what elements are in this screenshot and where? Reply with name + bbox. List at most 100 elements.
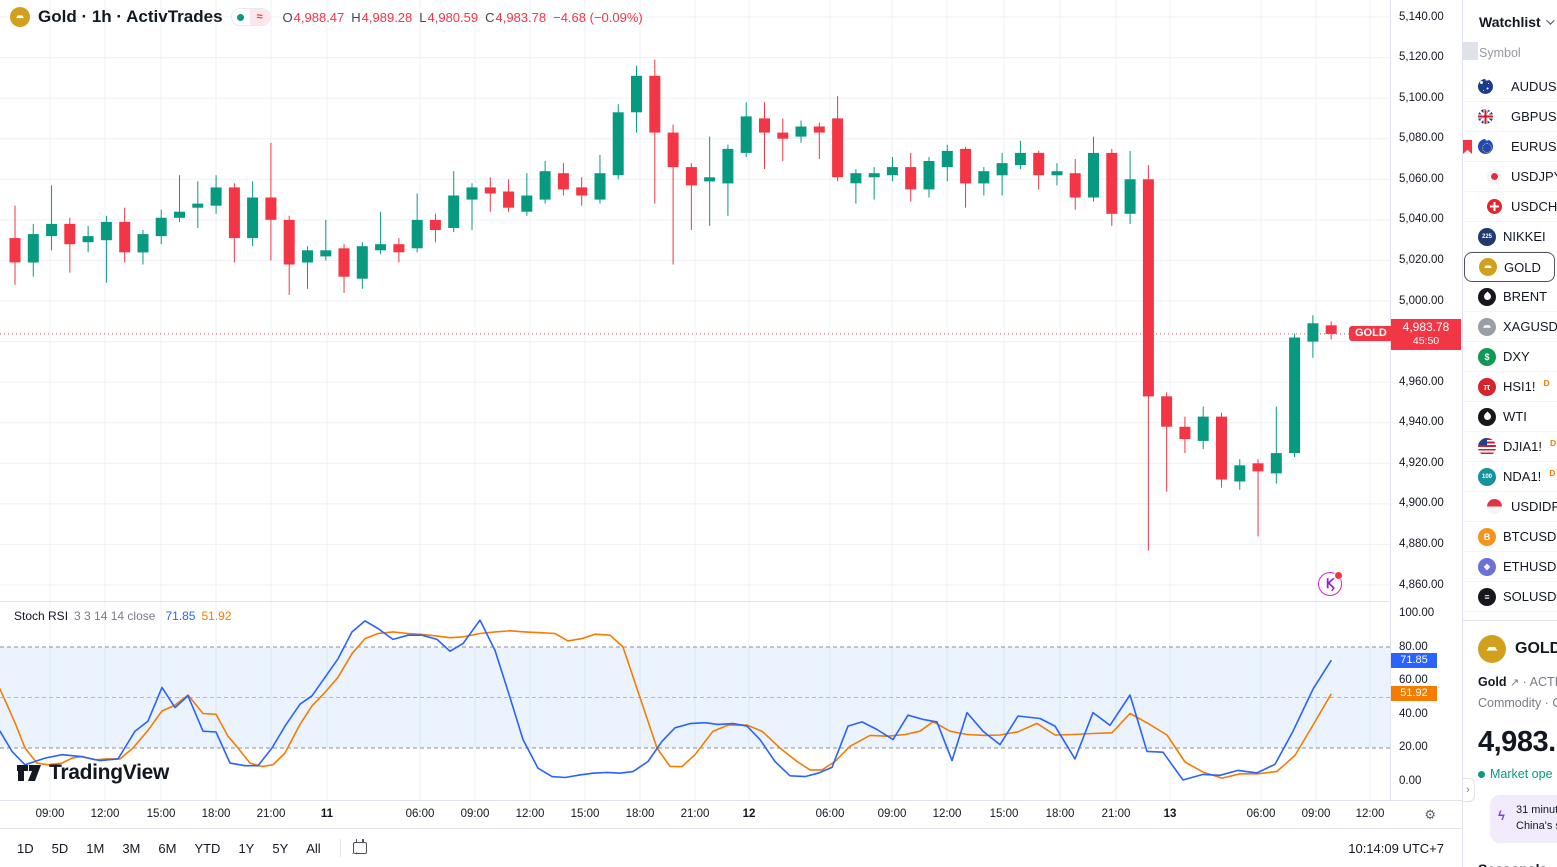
watchlist-row-SOLUSD[interactable]: ≡ SOLUSD bbox=[1463, 582, 1557, 612]
watchlist-row-BRENT[interactable]: BRENT bbox=[1463, 282, 1557, 312]
range-button-5d[interactable]: 5D bbox=[51, 840, 69, 856]
symbol-details: GOLD Gold ↗ · ACTI Commodity · C 4,983. … bbox=[1463, 620, 1557, 867]
watchlist-header[interactable]: Watchlist bbox=[1463, 0, 1557, 40]
watchlist-symbol-label: USDJPY bbox=[1511, 169, 1557, 184]
market-open-dot-icon bbox=[1478, 770, 1485, 778]
current-price-value: 4,983.78 bbox=[1402, 320, 1450, 334]
delayed-data-badge: D bbox=[1549, 467, 1556, 478]
watchlist-row-BTCUSD[interactable]: B BTCUSD bbox=[1463, 522, 1557, 552]
time-axis-label: 06:00 bbox=[815, 808, 845, 820]
symbol-column-label: Symbol bbox=[1479, 46, 1521, 60]
clock[interactable]: 10:14:09 UTC+7 bbox=[1348, 840, 1444, 856]
watchlist-symbol-label: NDA1! bbox=[1503, 469, 1542, 484]
watchlist-symbol-label: BRENT bbox=[1503, 289, 1548, 304]
watchlist-row-NIKKEI[interactable]: 225 NIKKEI bbox=[1463, 222, 1557, 252]
stoch-axis-label: 100.00 bbox=[1399, 606, 1435, 619]
time-axis-label: 09:00 bbox=[1301, 808, 1331, 820]
range-button-5y[interactable]: 5Y bbox=[272, 840, 289, 856]
watermark-text: TradingView bbox=[49, 761, 170, 784]
watchlist-row-WTI[interactable]: WTI bbox=[1463, 402, 1557, 432]
price-axis[interactable]: 5,140.00 5,120.00 5,100.00 5,080.00 5,060.00… bbox=[1390, 0, 1462, 800]
range-button-6m[interactable]: 6M bbox=[158, 840, 177, 856]
seasonals-section-title[interactable]: Seasonals bbox=[1478, 861, 1557, 867]
stoch-axis-label: 60.00 bbox=[1399, 674, 1428, 687]
external-link-icon[interactable]: ↗ bbox=[1509, 677, 1520, 689]
column-drag-handle-icon[interactable] bbox=[1463, 42, 1478, 60]
watchlist-row-EURUSD[interactable]: EURUSD bbox=[1463, 132, 1557, 162]
price-axis-label: 5,060.00 bbox=[1399, 172, 1444, 185]
range-button-ytd[interactable]: YTD bbox=[194, 840, 221, 856]
stoch-rsi-legend[interactable]: Stoch RSI 3 3 14 14 close 71.85 51.92 bbox=[14, 609, 232, 623]
watchlist-row-USDJPY[interactable]: USDJPY bbox=[1463, 162, 1557, 192]
time-axis-label: 15:00 bbox=[989, 808, 1019, 820]
price-axis-label: 5,040.00 bbox=[1399, 213, 1444, 226]
events-flash-icon[interactable]: Ϗ bbox=[1318, 571, 1343, 596]
indicator-status-pill[interactable]: ≈ bbox=[230, 8, 271, 26]
stoch-axis-label: 40.00 bbox=[1399, 707, 1428, 720]
djia1-icon bbox=[1478, 437, 1496, 456]
current-price-tag: 4,983.78 45:50 bbox=[1391, 319, 1461, 351]
watchlist-symbol-label: GOLD bbox=[1504, 259, 1541, 275]
watchlist-symbol-label: WTI bbox=[1503, 409, 1527, 424]
symbol-title[interactable]: Gold · 1h · ActivTrades bbox=[38, 7, 223, 26]
xagusd-icon bbox=[1478, 317, 1496, 336]
watchlist-row-XAGUSD[interactable]: XAGUSD bbox=[1463, 312, 1557, 342]
time-axis-label: 13 bbox=[1163, 808, 1177, 820]
range-button-3m[interactable]: 3M bbox=[122, 840, 141, 856]
watchlist-row-NDA1[interactable]: 100 NDA1! D bbox=[1463, 462, 1557, 492]
time-axis-label: 09:00 bbox=[877, 808, 907, 820]
go-to-date-icon[interactable]: → bbox=[350, 839, 369, 858]
range-button-1m[interactable]: 1M bbox=[86, 840, 105, 856]
flagged-marker-icon[interactable] bbox=[1463, 140, 1472, 154]
watchlist-symbol-label: GBPUSD bbox=[1511, 109, 1557, 124]
pane-separator[interactable] bbox=[0, 601, 1390, 602]
btcusd-icon: B bbox=[1478, 527, 1496, 546]
watchlist-row-DXY[interactable]: $ DXY bbox=[1463, 342, 1557, 372]
axis-settings-gear-icon[interactable]: ⚙ bbox=[1424, 807, 1436, 822]
time-axis-label: 09:00 bbox=[35, 808, 65, 820]
watchlist-row-ETHUSD[interactable]: ◆ ETHUSD bbox=[1463, 552, 1557, 582]
tradingview-logo-icon bbox=[17, 765, 41, 781]
time-axis-label: 12:00 bbox=[932, 808, 962, 820]
watchlist-symbol-label: USDCHF bbox=[1511, 199, 1557, 214]
range-button-all[interactable]: All bbox=[306, 840, 321, 856]
watchlist-row-GBPUSD[interactable]: GBPUSD bbox=[1463, 102, 1557, 132]
watchlist-row-USDIDR[interactable]: USDIDR bbox=[1463, 492, 1557, 522]
watchlist-row-GOLD[interactable]: GOLD bbox=[1464, 252, 1555, 282]
ohlc-c: C4,983.78 bbox=[485, 9, 547, 25]
watchlist-row-HSI1[interactable]: π HSI1! D bbox=[1463, 372, 1557, 402]
candlestick-chart[interactable] bbox=[0, 0, 1390, 800]
time-axis-label: 12 bbox=[742, 808, 756, 820]
watchlist-symbol-label: DJIA1! bbox=[1503, 439, 1543, 454]
ohlc-o: O4,988.47 bbox=[282, 9, 345, 25]
watchlist-row-DJIA1[interactable]: DJIA1! D bbox=[1463, 432, 1557, 462]
stoch-axis-label: 20.00 bbox=[1399, 741, 1428, 754]
price-axis-label: 5,100.00 bbox=[1399, 91, 1444, 104]
date-range-buttons: 1D 5D 1M 3M 6M YTD 1Y 5Y All bbox=[8, 837, 330, 860]
chart-region: Gold · 1h · ActivTrades ≈ O4,988.47 H4,98… bbox=[0, 0, 1462, 867]
watchlist-row-USDCHF[interactable]: USDCHF bbox=[1463, 192, 1557, 222]
time-axis[interactable]: ⚙ 09:00 12:00 15:00 18:00 21:00 11 06:00 09:00 1… bbox=[0, 800, 1462, 828]
details-type: Commodity · C bbox=[1478, 696, 1557, 710]
watchlist-symbol-label: EURUSD bbox=[1511, 139, 1557, 154]
alert-line-2: China's sm bbox=[1516, 819, 1557, 832]
details-header[interactable]: GOLD bbox=[1478, 635, 1557, 663]
price-axis-label: 4,880.00 bbox=[1399, 537, 1444, 550]
range-button-1y[interactable]: 1Y bbox=[238, 840, 255, 856]
price-axis-label: 5,140.00 bbox=[1399, 10, 1444, 23]
ohlc-h: H4,989.28 bbox=[351, 9, 413, 25]
watchlist-row-AUDUSD[interactable]: AUDUSD bbox=[1463, 72, 1557, 102]
nda1-icon: 100 bbox=[1478, 467, 1496, 486]
watchlist-column-header: Symbol bbox=[1463, 40, 1557, 66]
time-axis-label: 06:00 bbox=[1246, 808, 1276, 820]
watchlist-panel: › Watchlist Symbol AUDUSD GBPUSD EURUSD USD… bbox=[1462, 0, 1557, 867]
ohlc-l: L4,980.59 bbox=[419, 9, 479, 25]
panel-collapse-handle[interactable]: › bbox=[1463, 778, 1475, 802]
news-alert-card[interactable]: ϟ 31 minute China's sm bbox=[1490, 795, 1557, 843]
stoch-name: Stoch RSI bbox=[14, 609, 69, 623]
delayed-data-badge: D bbox=[1550, 437, 1557, 448]
details-symbol-name: GOLD bbox=[1515, 640, 1557, 657]
range-button-1d[interactable]: 1D bbox=[17, 840, 34, 856]
symbol-link[interactable]: Gold bbox=[1478, 675, 1507, 689]
delayed-data-badge: D bbox=[1543, 377, 1550, 388]
